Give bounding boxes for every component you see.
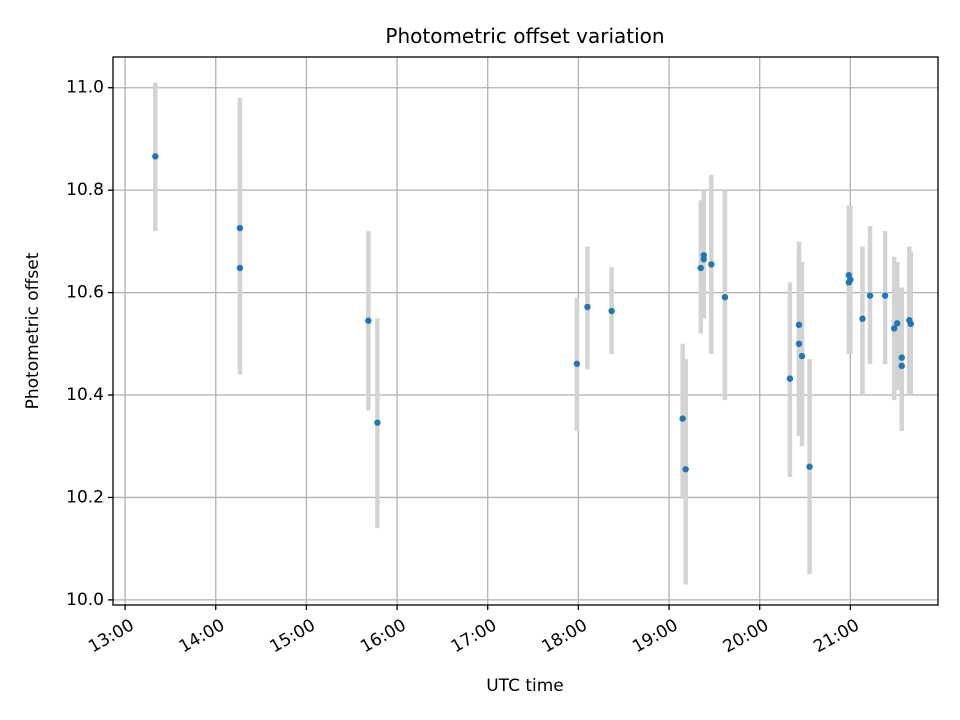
data-point <box>682 466 689 473</box>
data-point <box>894 320 901 327</box>
data-point <box>697 264 704 272</box>
errorbar-layer <box>153 82 914 585</box>
y-axis-ticks: 10.0 10.2 10.4 10.6 10.8 11.0 <box>66 78 113 610</box>
data-point <box>608 307 615 315</box>
data-point <box>236 224 244 232</box>
data-point <box>700 256 707 263</box>
data-point <box>365 317 372 324</box>
data-point <box>584 303 591 311</box>
x-tick-label: 15:00 <box>266 615 318 657</box>
data-point <box>795 340 803 348</box>
y-tick-label: 10.6 <box>66 283 104 303</box>
data-point <box>890 325 898 332</box>
data-point <box>866 292 874 299</box>
y-tick-label: 10.8 <box>66 180 104 200</box>
x-tick-label: 17:00 <box>448 615 500 657</box>
data-point <box>708 261 715 268</box>
data-point <box>898 362 905 370</box>
y-axis-label: Photometric offset <box>23 252 43 409</box>
x-axis-ticks: 13:00 14:00 15:00 16:00 17:00 18:00 19:00 20:00… <box>85 605 863 657</box>
x-tick-label: 16:00 <box>357 615 409 657</box>
y-tick-label: 11.0 <box>66 78 104 98</box>
data-point <box>859 315 866 322</box>
x-tick-label: 19:00 <box>629 615 681 657</box>
y-tick-label: 10.4 <box>66 385 104 405</box>
data-point <box>907 320 915 328</box>
x-axis-label: UTC time <box>486 676 564 696</box>
data-point <box>374 419 381 426</box>
data-point <box>152 153 159 160</box>
data-point <box>881 292 889 299</box>
x-tick-label: 20:00 <box>720 615 772 657</box>
x-tick-label: 14:00 <box>176 615 228 657</box>
grid-layer <box>113 57 938 605</box>
data-point <box>806 463 813 470</box>
chart-title: Photometric offset variation <box>385 24 664 48</box>
plot-frame <box>112 56 939 606</box>
x-tick-label: 21:00 <box>810 615 862 657</box>
data-point <box>786 375 794 382</box>
data-point <box>573 360 581 367</box>
y-tick-label: 10.2 <box>66 487 104 507</box>
data-point <box>898 354 905 361</box>
data-point <box>679 415 686 422</box>
point-layer <box>152 153 915 473</box>
x-tick-label: 18:00 <box>538 615 590 657</box>
data-point <box>847 276 854 283</box>
x-tick-label: 13:00 <box>85 615 137 657</box>
data-point <box>795 321 803 329</box>
y-tick-label: 10.0 <box>66 590 104 610</box>
data-point <box>798 352 806 360</box>
data-point <box>721 293 729 301</box>
data-point <box>236 264 244 272</box>
